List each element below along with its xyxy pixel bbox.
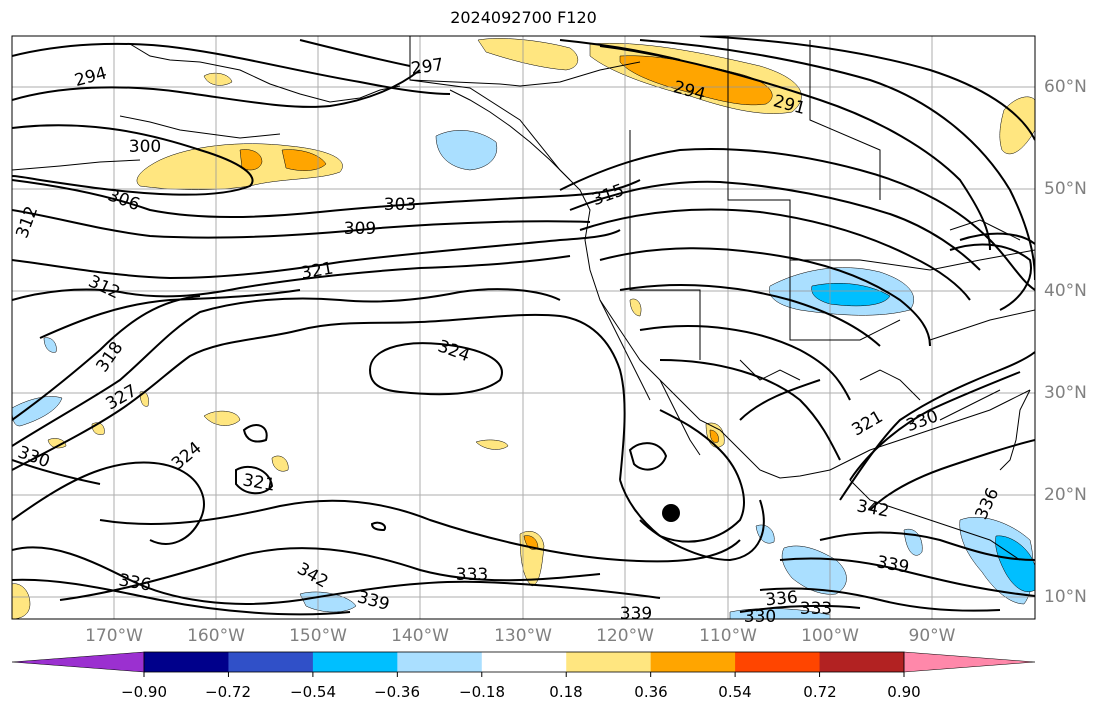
colorbar-extend-left — [11, 651, 145, 673]
longitude-label: 120°W — [596, 626, 654, 646]
colorbar-tick-label: −0.54 — [290, 683, 336, 701]
longitude-label: 150°W — [289, 626, 347, 646]
longitude-label: 140°W — [391, 626, 449, 646]
map-frame — [11, 35, 1036, 620]
colorbar-swatch — [819, 652, 905, 672]
colorbar-swatch — [144, 652, 229, 672]
contour-label: 333 — [800, 599, 832, 619]
contour-label: 300 — [129, 137, 161, 157]
contour-label: 339 — [620, 604, 652, 624]
contour-label: 336 — [765, 588, 799, 611]
colorbar-swatch — [312, 652, 398, 672]
height-contours — [12, 36, 1035, 616]
contour-label: 309 — [344, 219, 376, 239]
colorbar-tick-label: 0.36 — [634, 683, 668, 701]
storm-center-marker — [662, 504, 680, 522]
colorbar-frame — [143, 651, 905, 673]
contour-label: 333 — [456, 565, 488, 585]
colorbar-swatch — [481, 652, 567, 672]
colorbar-swatch — [650, 652, 736, 672]
longitude-label: 100°W — [801, 626, 859, 646]
colorbar-tick-label: 0.72 — [803, 683, 837, 701]
colorbar-tick-marks — [143, 672, 905, 677]
colorbar-swatch — [566, 652, 652, 672]
longitude-label: 110°W — [699, 626, 757, 646]
colorbar-extend-right — [903, 651, 1036, 673]
colorbar-tick-label: −0.72 — [205, 683, 251, 701]
contour-label: 297 — [410, 55, 445, 79]
latitude-label: 10°N — [1044, 587, 1087, 607]
longitude-label: 160°W — [187, 626, 245, 646]
colorbar — [11, 651, 1036, 677]
colorbar-tick-label: −0.90 — [121, 683, 167, 701]
latitude-label: 40°N — [1044, 281, 1087, 301]
latitude-label: 50°N — [1044, 179, 1087, 199]
colorbar-swatch — [397, 652, 483, 672]
longitude-label: 130°W — [494, 626, 552, 646]
colorbar-swatches — [144, 652, 905, 672]
longitude-label: 170°W — [85, 626, 143, 646]
colorbar-tick-label: −0.18 — [459, 683, 505, 701]
latitude-label: 60°N — [1044, 77, 1087, 97]
contour-label: 303 — [384, 195, 416, 215]
colorbar-tick-label: 0.90 — [887, 683, 921, 701]
coastlines — [12, 36, 1035, 561]
colorbar-tick-label: −0.36 — [374, 683, 420, 701]
colorbar-tick-label: 0.54 — [718, 683, 752, 701]
colorbar-swatch — [735, 652, 821, 672]
latitude-label: 30°N — [1044, 383, 1087, 403]
longitude-label: 90°W — [908, 626, 956, 646]
colorbar-tick-label: 0.18 — [549, 683, 583, 701]
contour-label: 330 — [744, 607, 776, 627]
map-title: 2024092700 F120 — [450, 8, 597, 27]
colorbar-swatch — [228, 652, 314, 672]
latitude-label: 20°N — [1044, 485, 1087, 505]
